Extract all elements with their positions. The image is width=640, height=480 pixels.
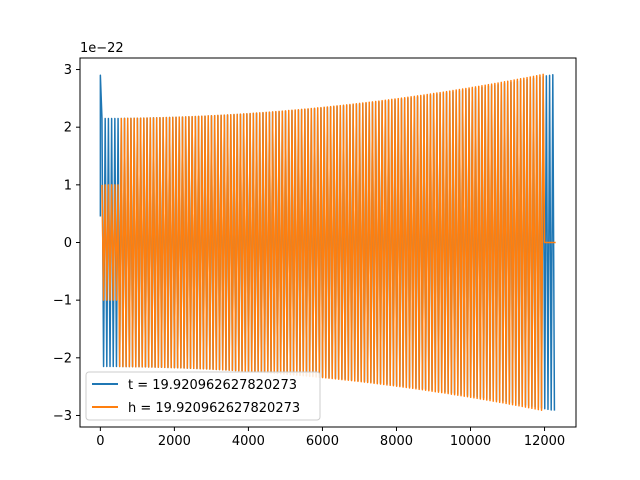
legend: t = 19.920962627820273 h = 19.9209626278… [85,371,321,421]
series-line-h [101,73,556,412]
y-tick-label: 2 [64,121,72,136]
y-tick-label: 3 [64,63,72,78]
y-tick-label: −3 [53,409,72,424]
y-tick-label: 1 [64,178,72,193]
x-tick-label: 0 [96,434,104,449]
x-tick-label: 6000 [306,434,339,449]
legend-box [85,371,321,421]
x-tick-label: 10000 [450,434,491,449]
legend-label-h: h = 19.920962627820273 [128,401,300,416]
y-tick-label: −2 [53,351,72,366]
series-layer [99,73,556,412]
y-offset-label: 1e−22 [80,41,124,56]
y-axis: −3 −2 −1 0 1 2 3 [53,63,80,424]
y-tick-label: 0 [64,236,72,251]
x-tick-label: 12000 [524,434,565,449]
x-axis: 0 2000 4000 6000 8000 10000 12000 [96,427,565,449]
legend-label-t: t = 19.920962627820273 [128,378,297,393]
x-tick-label: 8000 [380,434,413,449]
x-tick-label: 2000 [158,434,191,449]
x-tick-label: 4000 [232,434,265,449]
y-tick-label: −1 [53,294,72,309]
